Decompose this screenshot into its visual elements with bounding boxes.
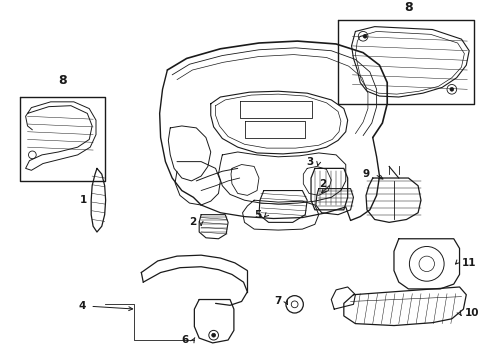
Text: 4: 4 xyxy=(78,301,85,311)
Text: 7: 7 xyxy=(273,296,281,306)
Circle shape xyxy=(211,333,215,337)
Text: 1: 1 xyxy=(80,195,87,205)
Text: 6: 6 xyxy=(181,335,188,345)
Text: 9: 9 xyxy=(362,169,369,179)
Text: 3: 3 xyxy=(306,157,313,167)
Circle shape xyxy=(363,34,366,38)
Text: 2: 2 xyxy=(319,179,326,189)
Text: 8: 8 xyxy=(403,1,412,14)
Text: 10: 10 xyxy=(464,308,478,318)
Text: 5: 5 xyxy=(254,210,262,220)
Text: 11: 11 xyxy=(461,258,475,268)
Circle shape xyxy=(449,87,453,91)
Text: 8: 8 xyxy=(58,75,66,87)
Text: 2: 2 xyxy=(189,217,196,228)
